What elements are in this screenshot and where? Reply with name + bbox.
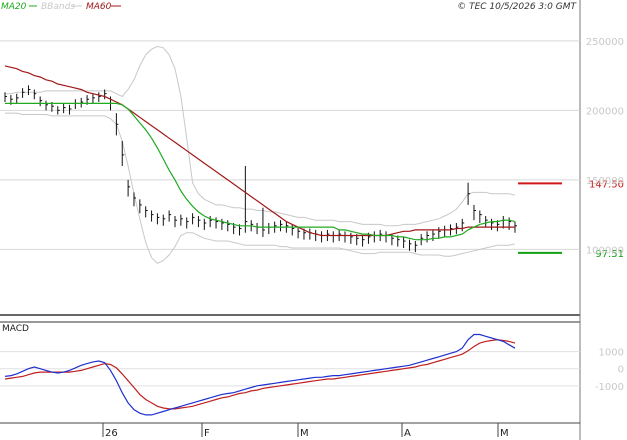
macd-signal-line <box>4 339 516 410</box>
price-y-ticks: 250000 200000 150000 100000 <box>586 37 624 257</box>
macd-y-tick-label: 1000 <box>599 348 624 359</box>
ma60-line <box>4 65 515 237</box>
price-level-label: 147.50 <box>589 179 624 190</box>
x-axis-labels: 26 F M A M <box>102 423 509 439</box>
legend-ma60-label: MA60 <box>86 2 112 12</box>
legend: MA20 BBands MA60 <box>1 2 121 12</box>
price-gridlines <box>0 40 580 250</box>
x-axis-label: M <box>500 428 509 439</box>
price-y-tick-label: 200000 <box>586 106 624 117</box>
bbands-lower-line <box>5 112 516 264</box>
legend-bbands-label: BBands <box>41 2 75 12</box>
price-levels: 147.50 97.51 <box>518 179 624 260</box>
price-level-label: 97.51 <box>595 249 624 260</box>
x-axis-label: 26 <box>105 428 118 439</box>
macd-line <box>4 333 516 416</box>
x-axis-label: A <box>404 428 411 439</box>
macd-y-ticks: 1000 0 -1000 <box>595 348 624 393</box>
price-y-tick-label: 150000 <box>586 176 624 187</box>
price-y-tick-label: 100000 <box>586 245 624 256</box>
x-axis-label: F <box>204 428 210 439</box>
price-y-tick-label: 250000 <box>586 37 624 48</box>
macd-y-tick-label: -1000 <box>595 382 624 393</box>
macd-y-tick-label: 0 <box>618 365 624 376</box>
macd-gridlines <box>0 351 580 387</box>
x-axis-label: M <box>300 428 309 439</box>
macd-title: MACD <box>2 324 29 334</box>
timestamp: © TEC 10/5/2026 3:0 GMT <box>457 2 577 12</box>
legend-ma20-label: MA20 <box>1 2 27 12</box>
ma20-line <box>5 102 516 241</box>
ohlc-bars <box>4 85 517 253</box>
bbands-upper-line <box>5 45 516 227</box>
